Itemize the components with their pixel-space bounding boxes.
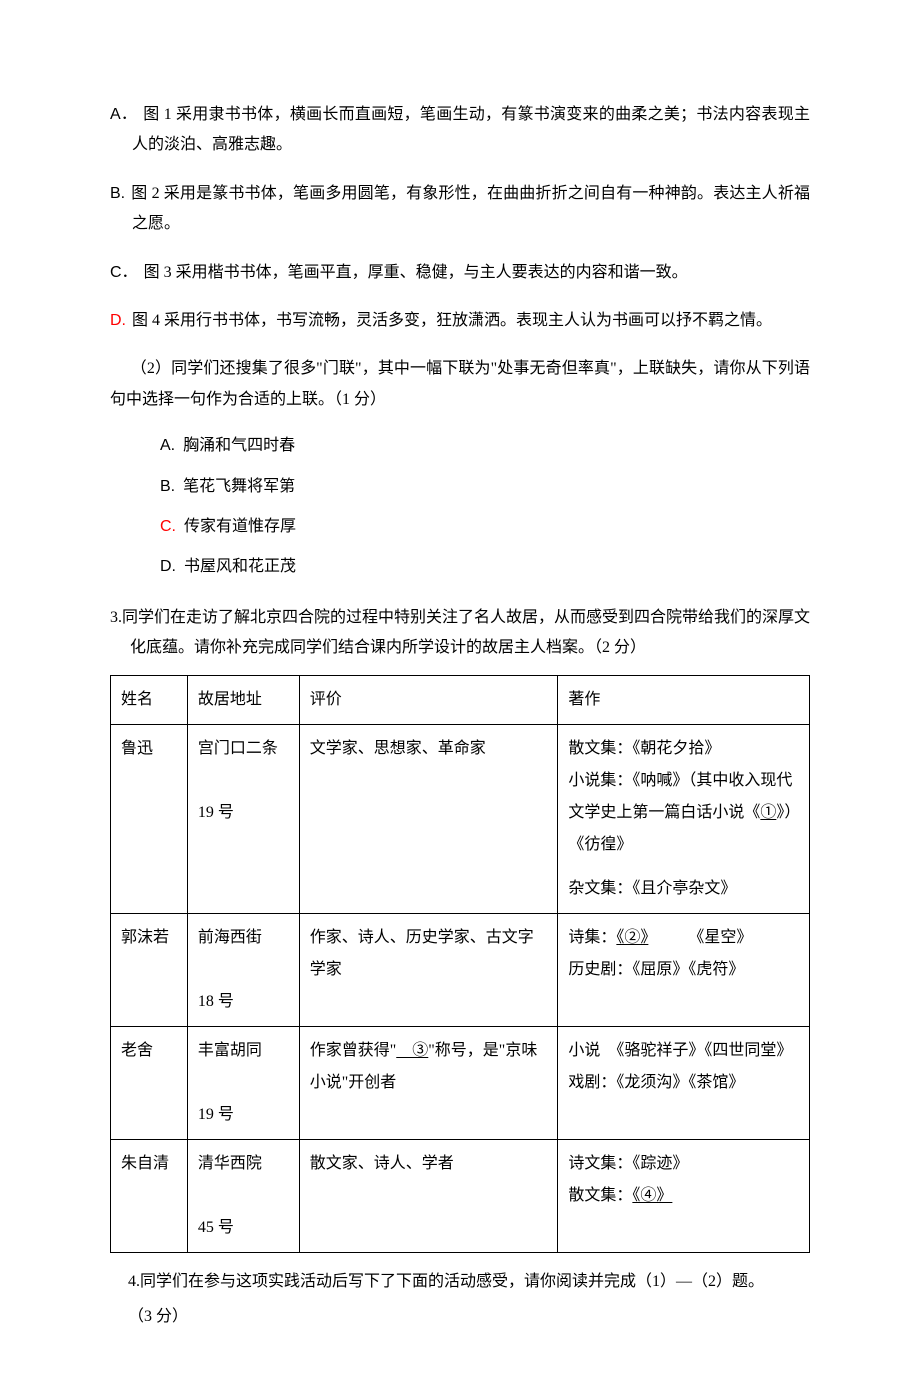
luxun-addr-l2: 19 号 bbox=[198, 804, 234, 821]
blank-1: ① bbox=[760, 804, 776, 821]
q2-option-d-text: 书屋风和花正茂 bbox=[184, 558, 296, 575]
laoshe-addr-l1: 丰富胡同 bbox=[198, 1042, 262, 1059]
zhu-addr-l1: 清华西院 bbox=[198, 1155, 262, 1172]
q2-option-a-text: 胸涌和气四时春 bbox=[183, 437, 295, 454]
q2-option-d-label: D. bbox=[160, 558, 176, 575]
table-row-luxun: 鲁迅 宫门口二条 19 号 文学家、思想家、革命家 散文集：《朝花夕拾》 小说集… bbox=[111, 725, 810, 914]
header-name: 姓名 bbox=[111, 676, 188, 725]
guo-works-l2: 历史剧：《屈原》《虎符》 bbox=[568, 954, 799, 986]
zhu-addr: 清华西院 45 号 bbox=[187, 1140, 299, 1253]
q2-option-c-label: C. bbox=[160, 518, 176, 535]
question-4: 4.同学们在参与这项实践活动后写下了下面的活动感受，请你阅读并完成（1）—（2）… bbox=[110, 1267, 810, 1297]
luxun-addr: 宫门口二条 19 号 bbox=[187, 725, 299, 914]
option-b: B. 图 2 采用是篆书书体，笔画多用圆笔，有象形性，在曲曲折折之间自有一种神韵。… bbox=[110, 179, 810, 240]
option-d-text: 图 4 采用行书书体，书写流畅，灵活多变，狂放潇洒。表现主人认为书画可以抒不羁之… bbox=[132, 312, 772, 329]
luxun-works: 散文集：《朝花夕拾》 小说集：《呐喊》（其中收入现代文学史上第一篇白话小说《①》… bbox=[558, 725, 810, 914]
q2-option-a: A. 胸涌和气四时春 bbox=[160, 431, 810, 461]
table-row-zhuziqing: 朱自清 清华西院 45 号 散文家、诗人、学者 诗文集：《踪迹》 散文集：《④》 bbox=[111, 1140, 810, 1253]
laoshe-addr: 丰富胡同 19 号 bbox=[187, 1027, 299, 1140]
question-4-score: （3 分） bbox=[110, 1302, 810, 1332]
guo-name: 郭沫若 bbox=[111, 914, 188, 1027]
author-profile-table: 姓名 故居地址 评价 著作 鲁迅 宫门口二条 19 号 文学家、思想家、革命家 … bbox=[110, 675, 810, 1253]
option-a: A．图 1 采用隶书书体，横画长而直画短，笔画生动，有篆书演变来的曲柔之美；书法… bbox=[110, 100, 810, 161]
table-row-laoshe: 老舍 丰富胡同 19 号 作家曾获得" ③"称号，是"京味小说"开创者 小说 《… bbox=[111, 1027, 810, 1140]
question-3: 3.同学们在走访了解北京四合院的过程中特别关注了名人故居，从而感受到四合院带给我… bbox=[110, 603, 810, 664]
option-c-text: 图 3 采用楷书书体，笔画平直，厚重、稳健，与主人要表达的内容和谐一致。 bbox=[144, 264, 688, 281]
laoshe-works: 小说 《骆驼祥子》《四世同堂》 戏剧：《龙须沟》《茶馆》 bbox=[558, 1027, 810, 1140]
laoshe-works-l2: 戏剧：《龙须沟》《茶馆》 bbox=[568, 1067, 799, 1099]
zhu-works-l2: 散文集：《④》 bbox=[568, 1180, 799, 1212]
q2-option-b-label: B. bbox=[160, 478, 175, 495]
laoshe-addr-l2: 19 号 bbox=[198, 1106, 234, 1123]
zhu-addr-l2: 45 号 bbox=[198, 1219, 234, 1236]
blank-3: ③ bbox=[396, 1042, 428, 1059]
guo-addr-l2: 18 号 bbox=[198, 993, 234, 1010]
q2-option-b-text: 笔花飞舞将军第 bbox=[183, 478, 295, 495]
option-b-label: B. bbox=[110, 185, 125, 202]
option-a-label: A． bbox=[110, 106, 137, 123]
header-works: 著作 bbox=[558, 676, 810, 725]
luxun-works-l1: 散文集：《朝花夕拾》 bbox=[568, 733, 799, 765]
luxun-works-l3: 杂文集：《且介亭杂文》 bbox=[568, 873, 799, 905]
header-eval: 评价 bbox=[299, 676, 558, 725]
q2-option-d: D. 书屋风和花正茂 bbox=[160, 552, 810, 582]
luxun-works-l2: 小说集：《呐喊》（其中收入现代文学史上第一篇白话小说《①》）《彷徨》 bbox=[568, 765, 799, 861]
luxun-addr-l1: 宫门口二条 bbox=[198, 740, 278, 757]
header-addr: 故居地址 bbox=[187, 676, 299, 725]
guo-works-l1: 诗集：《②》 《星空》 bbox=[568, 922, 799, 954]
option-c-label: C． bbox=[110, 264, 138, 281]
guo-eval: 作家、诗人、历史学家、古文字学家 bbox=[299, 914, 558, 1027]
option-c: C． 图 3 采用楷书书体，笔画平直，厚重、稳健，与主人要表达的内容和谐一致。 bbox=[110, 258, 810, 288]
zhu-works-l1: 诗文集：《踪迹》 bbox=[568, 1148, 799, 1180]
option-d-label: D. bbox=[110, 312, 126, 329]
q2-option-c: C. 传家有道惟存厚 bbox=[160, 512, 810, 542]
zhu-works: 诗文集：《踪迹》 散文集：《④》 bbox=[558, 1140, 810, 1253]
question-1-options: A．图 1 采用隶书书体，横画长而直画短，笔画生动，有篆书演变来的曲柔之美；书法… bbox=[110, 100, 810, 336]
laoshe-eval: 作家曾获得" ③"称号，是"京味小说"开创者 bbox=[299, 1027, 558, 1140]
option-a-text: 图 1 采用隶书书体，横画长而直画短，笔画生动，有篆书演变来的曲柔之美；书法内容… bbox=[132, 106, 810, 153]
blank-2: 《②》 bbox=[616, 929, 648, 946]
zhu-eval: 散文家、诗人、学者 bbox=[299, 1140, 558, 1253]
guo-addr: 前海西街 18 号 bbox=[187, 914, 299, 1027]
q2-option-b: B. 笔花飞舞将军第 bbox=[160, 472, 810, 502]
option-d: D. 图 4 采用行书书体，书写流畅，灵活多变，狂放潇洒。表现主人认为书画可以抒不… bbox=[110, 306, 810, 336]
sub-question-2: （2）同学们还搜集了很多"门联"，其中一幅下联为"处事无奇但率真"，上联缺失，请… bbox=[110, 354, 810, 415]
laoshe-works-l1: 小说 《骆驼祥子》《四世同堂》 bbox=[568, 1035, 799, 1067]
laoshe-name: 老舍 bbox=[111, 1027, 188, 1140]
guo-works: 诗集：《②》 《星空》 历史剧：《屈原》《虎符》 bbox=[558, 914, 810, 1027]
luxun-eval: 文学家、思想家、革命家 bbox=[299, 725, 558, 914]
option-b-text: 图 2 采用是篆书书体，笔画多用圆笔，有象形性，在曲曲折折之间自有一种神韵。表达… bbox=[131, 185, 810, 232]
q2-option-c-text: 传家有道惟存厚 bbox=[184, 518, 296, 535]
zhu-name: 朱自清 bbox=[111, 1140, 188, 1253]
blank-4: 《④》 bbox=[632, 1187, 672, 1204]
q2-option-a-label: A. bbox=[160, 437, 175, 454]
table-header-row: 姓名 故居地址 评价 著作 bbox=[111, 676, 810, 725]
guo-addr-l1: 前海西街 bbox=[198, 929, 262, 946]
table-row-guomoruo: 郭沫若 前海西街 18 号 作家、诗人、历史学家、古文字学家 诗集：《②》 《星… bbox=[111, 914, 810, 1027]
luxun-name: 鲁迅 bbox=[111, 725, 188, 914]
question-2-options: A. 胸涌和气四时春 B. 笔花飞舞将军第 C. 传家有道惟存厚 D. 书屋风和… bbox=[110, 431, 810, 583]
